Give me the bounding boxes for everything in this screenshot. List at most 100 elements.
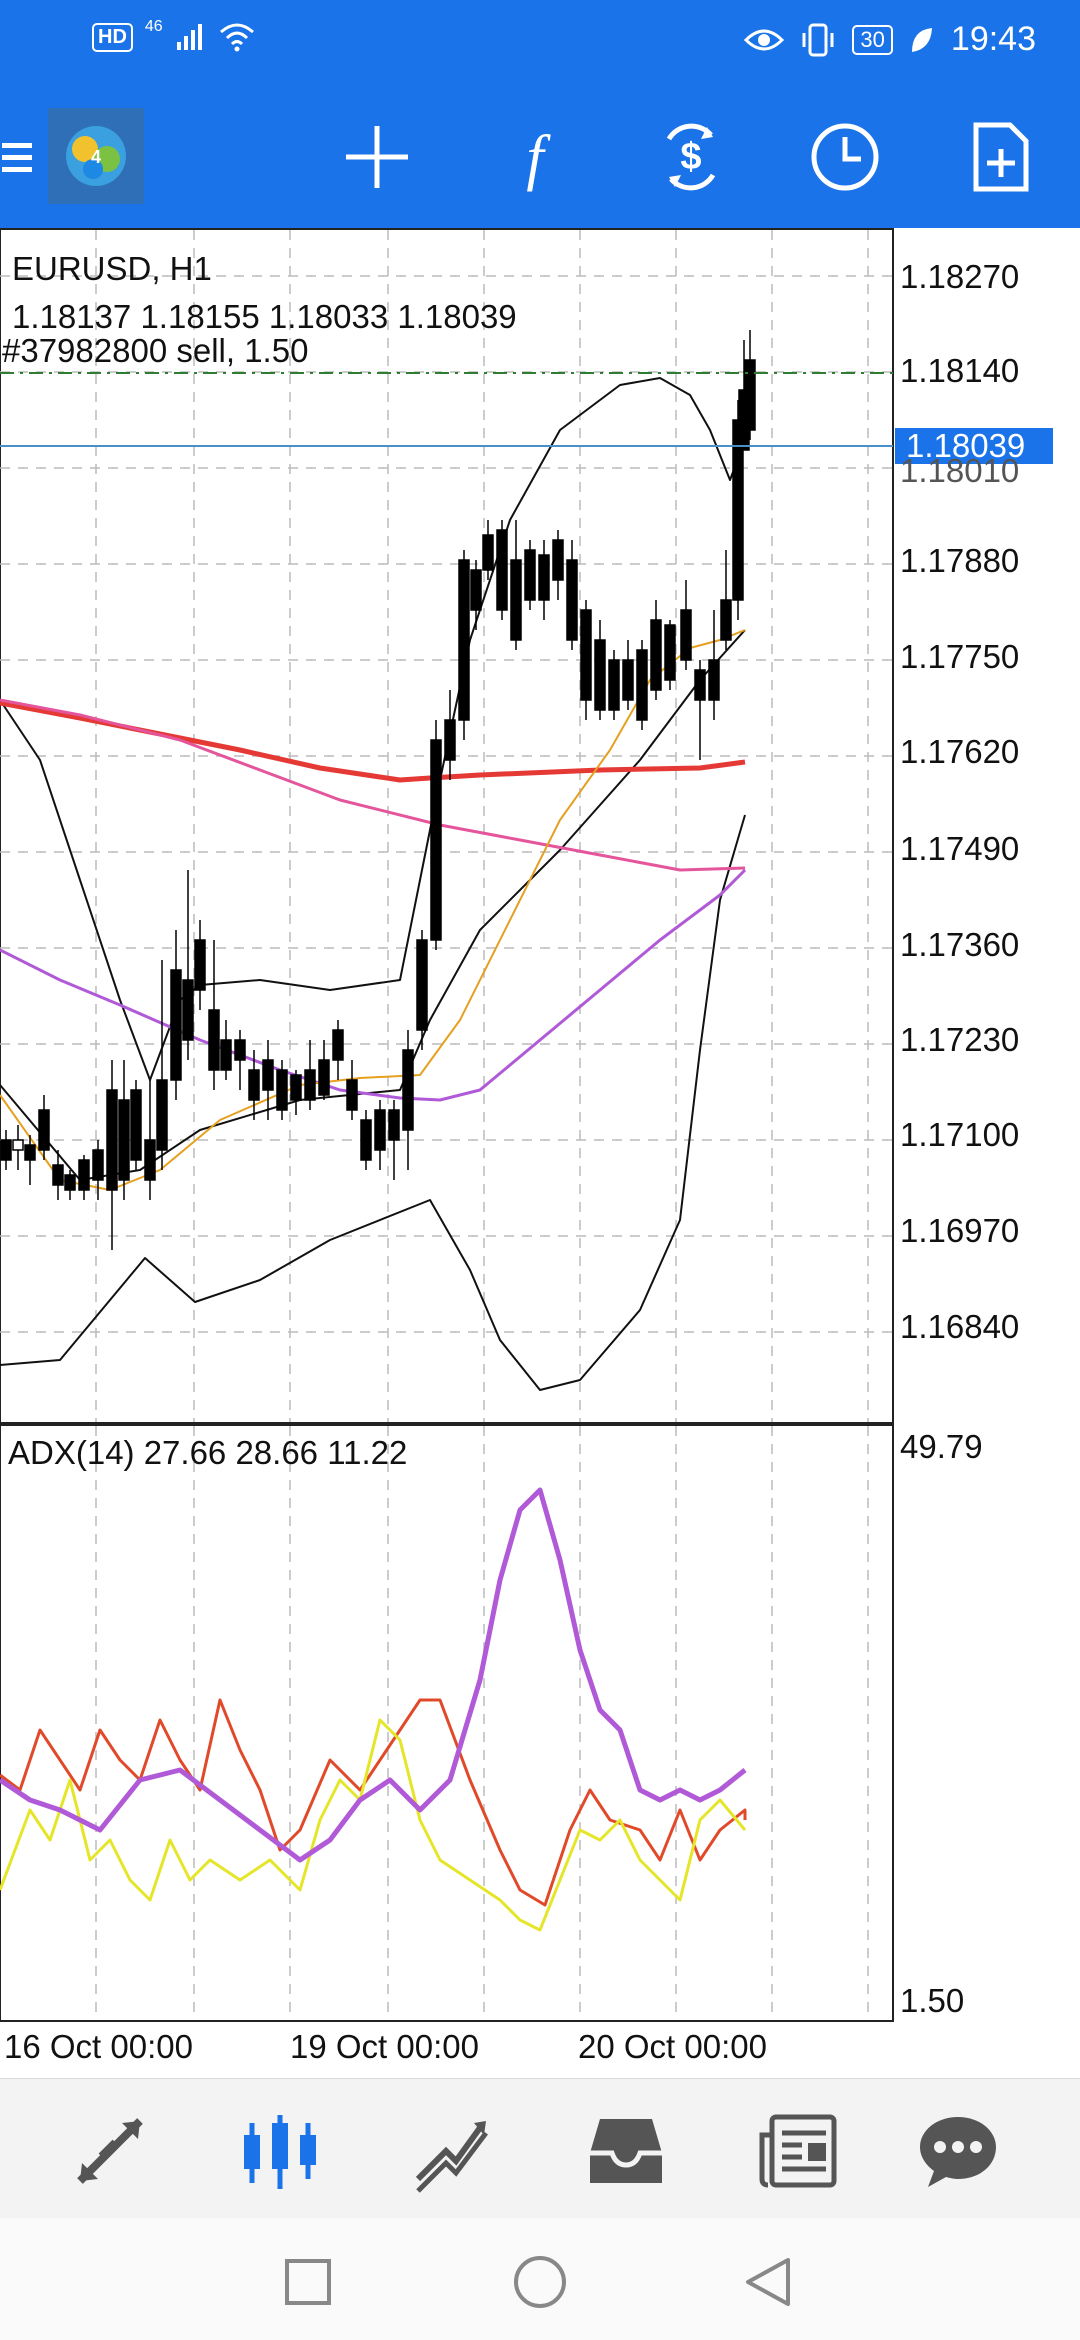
price-label: 1.16840	[900, 1308, 1020, 1345]
candle-body	[304, 1069, 316, 1101]
price-label: 1.17620	[900, 733, 1020, 770]
candle-body	[208, 1009, 220, 1071]
candle-body	[332, 1029, 344, 1061]
plus-di-line	[0, 1698, 747, 1907]
new-order-icon	[973, 122, 1029, 192]
grid-vertical	[95, 230, 869, 2020]
nav-news[interactable]	[756, 2109, 840, 2193]
candle-body	[374, 1109, 386, 1151]
symbols-button[interactable]: $	[650, 116, 732, 198]
circle-icon	[514, 2256, 566, 2308]
candle-body	[458, 559, 470, 721]
candle-body	[416, 939, 428, 1031]
svg-text:4: 4	[91, 147, 101, 167]
battery-indicator: 30	[852, 24, 893, 55]
clock-icon	[811, 123, 879, 191]
candle-body	[732, 419, 744, 601]
bottom-nav	[0, 2078, 1080, 2219]
price-label: 1.18010	[900, 452, 1020, 489]
clock-time: 19:43	[950, 20, 1036, 58]
nav-quotes[interactable]	[68, 2109, 152, 2193]
date-label: 16 Oct 00:00	[4, 2028, 193, 2065]
candle-body	[444, 719, 456, 761]
wifi-icon	[219, 23, 254, 52]
recents-button[interactable]	[278, 2252, 338, 2312]
candle-body	[106, 1089, 118, 1191]
trade-icon	[415, 2121, 488, 2193]
candle-body	[276, 1069, 288, 1111]
candle-body	[52, 1164, 64, 1186]
nav-history[interactable]	[584, 2109, 668, 2193]
nav-trade[interactable]	[410, 2109, 494, 2193]
candle-body	[510, 559, 522, 641]
bollinger-upper	[0, 377, 746, 1081]
home-button[interactable]	[510, 2252, 570, 2312]
indicators-button[interactable]: f	[494, 116, 576, 198]
price-label: 1.17100	[900, 1116, 1020, 1153]
candle-body	[430, 739, 442, 941]
ma-mid	[0, 698, 746, 872]
candle-body	[664, 624, 676, 681]
metatrader-logo: 4	[66, 126, 126, 186]
price-label: 1.18140	[900, 352, 1020, 389]
symbol-label: EURUSD, H1	[12, 250, 212, 287]
indicator-max-label: 49.79	[900, 1428, 983, 1465]
app-logo: 4	[48, 108, 144, 204]
currency-exchange-icon: $	[666, 123, 716, 191]
candle-body	[78, 1159, 90, 1191]
candle-body	[0, 1139, 12, 1161]
timeframe-button[interactable]	[804, 116, 886, 198]
hd-badge: HD	[92, 22, 133, 52]
indicator-label: ADX(14) 27.66 28.66 11.22	[8, 1434, 408, 1471]
nav-chart[interactable]	[238, 2109, 322, 2193]
candle-body	[194, 939, 206, 991]
candle-body	[346, 1079, 358, 1111]
price-label: 1.17880	[900, 542, 1020, 579]
date-label: 20 Oct 00:00	[578, 2028, 767, 2065]
news-icon	[759, 2114, 837, 2188]
candle-body	[156, 1079, 168, 1151]
system-nav-bar	[0, 2218, 1080, 2340]
square-icon	[285, 2259, 331, 2305]
candle-body	[318, 1059, 330, 1096]
hamburger-icon	[2, 143, 32, 172]
candle-body	[402, 1049, 414, 1131]
price-label: 1.17750	[900, 638, 1020, 675]
adx-lines	[0, 1487, 747, 1932]
candle-body	[248, 1069, 260, 1101]
candle-body	[608, 659, 620, 711]
candle-body	[24, 1144, 36, 1161]
current-price-tag	[895, 428, 1053, 464]
chart-canvas[interactable]: 1.18039	[0, 228, 1080, 2078]
crosshair-icon	[346, 126, 408, 188]
order-label: #37982800 sell, 1.50	[2, 332, 309, 369]
nav-messages[interactable]	[916, 2109, 1000, 2193]
svg-text:f: f	[526, 124, 551, 192]
back-button[interactable]	[738, 2252, 798, 2312]
bollinger-bands	[0, 377, 746, 1391]
status-bar: HD 46 30 19:43	[0, 0, 1080, 86]
price-label: 1.17490	[900, 830, 1020, 867]
toolbar: 4 f $	[0, 86, 1080, 228]
history-icon	[590, 2119, 662, 2183]
ohlc-label: 1.18137 1.18155 1.18033 1.18039	[12, 298, 517, 335]
candle-body	[64, 1174, 76, 1191]
minus-di-line	[0, 1718, 747, 1932]
date-label: 19 Oct 00:00	[290, 2028, 479, 2065]
candle-body	[38, 1109, 50, 1151]
signal-icon	[176, 24, 202, 50]
vibrate-icon	[802, 23, 834, 56]
price-label: 1.16970	[900, 1212, 1020, 1249]
chart-icon	[244, 2115, 316, 2189]
candle-body	[220, 1039, 232, 1071]
candle-body	[566, 559, 578, 641]
new-order-button[interactable]	[960, 116, 1042, 198]
candle-body	[12, 1139, 24, 1151]
crosshair-button[interactable]	[336, 116, 418, 198]
menu-button[interactable]	[0, 116, 34, 198]
chart-area[interactable]: 1.18039 EURUSD, H1 1.18137 1.18155 1.180…	[0, 228, 1080, 2078]
svg-text:$: $	[680, 136, 701, 178]
candle-body	[720, 599, 732, 641]
bollinger-lower	[0, 814, 746, 1391]
candle-body	[738, 389, 750, 451]
